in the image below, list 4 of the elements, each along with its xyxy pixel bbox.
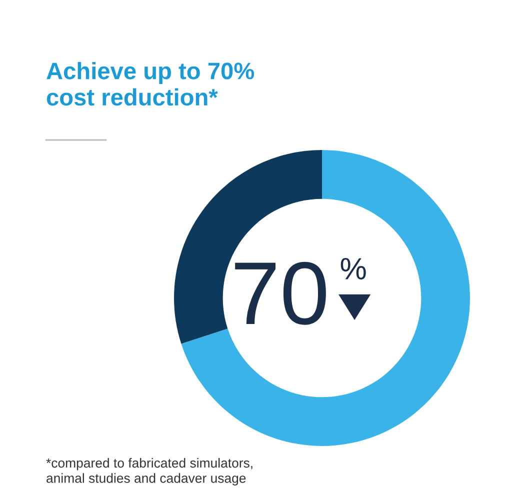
text: *compared to fabricated simulators, animal studies and cadaver usage <box>46 458 252 486</box>
chart-title: Achieve up to 70% cost reduction* <box>46 62 254 106</box>
donut-slice <box>181 150 470 446</box>
text: 70% <box>235 258 366 325</box>
